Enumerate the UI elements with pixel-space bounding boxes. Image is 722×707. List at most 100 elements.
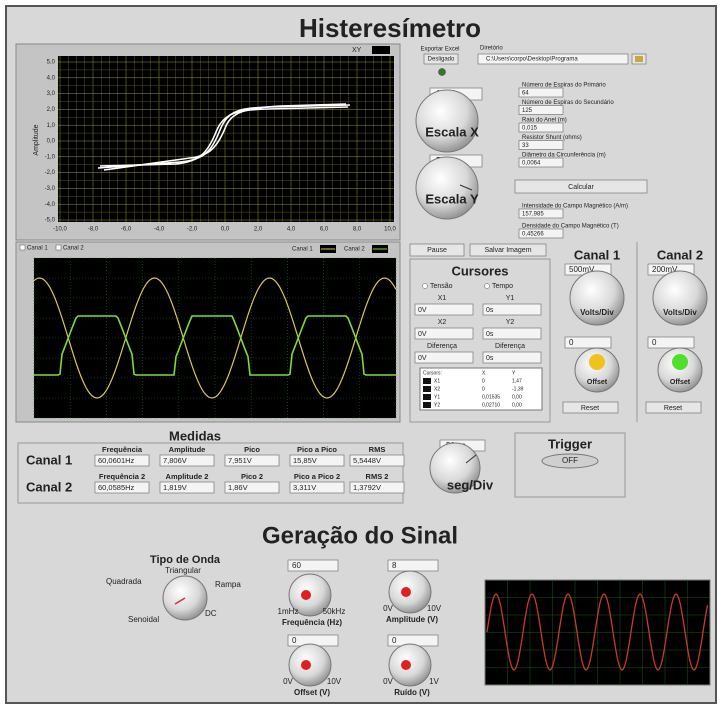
control-label: Offset (V)	[294, 688, 330, 697]
param-value: 125	[522, 108, 533, 114]
folder-icon	[635, 56, 643, 62]
cursor-table-cell: 0	[482, 386, 485, 392]
control-min: 0V	[283, 677, 293, 686]
cursor-field-label: Y1	[506, 295, 515, 302]
plot-checkbox[interactable]	[20, 245, 25, 250]
legend-label: Canal 1	[292, 247, 313, 253]
channel-title: Canal 1	[574, 247, 620, 262]
save-text: Salvar Imagem	[484, 247, 531, 254]
scale-x-label: Escala X	[425, 124, 479, 139]
y-tick-label: 1,0	[47, 123, 56, 129]
cursor-field-value: 0s	[486, 331, 494, 338]
volts-label: Volts/Div	[580, 308, 614, 317]
control-label: Ruído (V)	[394, 688, 430, 697]
x-tick-label: 6,0	[320, 227, 329, 233]
x-tick-label: -8,0	[88, 227, 99, 233]
y-tick-label: 0,0	[47, 139, 56, 145]
measure-value: 60,0585Hz	[98, 483, 135, 492]
control-indicator	[401, 587, 411, 597]
cursor-field-label: X1	[438, 295, 447, 302]
front-panel: Histeresímetro 5,04,03,02,01,00,0-1,0-2,…	[0, 0, 722, 707]
cursor-table-cell: 0,01535	[482, 394, 500, 400]
control-indicator	[301, 590, 311, 600]
reset-text: Reset	[581, 405, 599, 412]
volts-label: Volts/Div	[663, 308, 697, 317]
cursor-option: Tensão	[430, 283, 453, 290]
wave-type-label: Tipo de Onda	[150, 554, 221, 566]
cursor-swatch	[423, 394, 431, 400]
control-indicator	[301, 660, 311, 670]
cursor-table-cell: 1,47	[512, 378, 522, 384]
control-min: 0V	[383, 604, 393, 613]
measure-value: 15,85V	[293, 456, 317, 465]
measure-header: RMS	[369, 445, 386, 454]
wave-type-option: Senoidal	[128, 615, 159, 624]
page-title: Histeresímetro	[299, 13, 481, 43]
cursors-title: Cursores	[451, 263, 508, 278]
y-tick-label: -5,0	[45, 218, 56, 224]
offset-label: Offset	[670, 379, 691, 386]
control-min: 1mHz	[278, 607, 299, 616]
y-tick-label: -1,0	[45, 154, 56, 160]
cursor-table-cell: -1,39	[512, 386, 524, 392]
measure-channel: Canal 1	[26, 452, 72, 467]
measure-value: 1,86V	[228, 483, 248, 492]
x-tick-label: -10,0	[53, 227, 67, 233]
measure-value: 5,5448V	[353, 456, 381, 465]
scale-x-knob[interactable]	[416, 90, 478, 152]
control-label: Amplitude (V)	[386, 615, 438, 624]
measure-header: Pico	[244, 445, 260, 454]
plot-checkbox[interactable]	[56, 245, 61, 250]
xy-y-label: Amplitude	[33, 124, 40, 155]
cursor-field-label: Y2	[506, 319, 515, 326]
offset-value: 0	[569, 338, 574, 347]
generation-title: Geração do Sinal	[262, 522, 458, 549]
cursor-swatch	[423, 402, 431, 408]
xy-plot-area	[58, 56, 394, 222]
offset-indicator	[672, 354, 688, 370]
measure-value: 7,806V	[163, 456, 187, 465]
measure-value: 3,311V	[293, 483, 316, 492]
reset-text: Reset	[664, 405, 682, 412]
export-label: Exportar Excel	[420, 47, 459, 53]
param-value: 157,985	[522, 212, 544, 218]
cursor-swatch	[423, 386, 431, 392]
control-value: 60	[292, 561, 301, 570]
cursor-field-value: 0V	[418, 307, 427, 314]
cursor-radio[interactable]	[485, 284, 490, 289]
xy-legend: XY	[352, 47, 362, 54]
param-value: 0,0064	[522, 161, 541, 167]
cursor-field-label: X2	[438, 319, 447, 326]
pause-text: Pause	[427, 247, 447, 254]
x-tick-label: 0,0	[221, 227, 230, 233]
cursor-field-label: Diferença	[427, 343, 457, 350]
cursor-radio[interactable]	[423, 284, 428, 289]
offset-value: 0	[652, 338, 657, 347]
xy-legend-swatch	[372, 46, 390, 54]
directory-label: Diretório	[480, 46, 503, 52]
export-led	[439, 69, 446, 76]
measure-channel: Canal 2	[26, 479, 72, 494]
y-tick-label: 2,0	[47, 107, 56, 113]
cursor-table-cell: 0,02710	[482, 402, 500, 408]
control-value: 0	[392, 636, 397, 645]
calculate-text: Calcular	[568, 184, 594, 191]
measure-header: Pico a Pico 2	[294, 472, 340, 481]
cursor-table-cell: Y1	[434, 394, 440, 400]
wave-type-option: Rampa	[215, 580, 241, 589]
channel-title: Canal 2	[657, 247, 703, 262]
scale-y-knob[interactable]	[416, 157, 478, 219]
control-value: 8	[392, 561, 397, 570]
control-indicator	[401, 660, 411, 670]
trigger-text: OFF	[562, 456, 578, 465]
y-tick-label: 4,0	[47, 75, 56, 81]
measure-header: Frequência	[102, 445, 143, 454]
directory-path: C:\Users\corpo\Desktop\Programa	[486, 57, 578, 63]
control-max: 10V	[327, 677, 342, 686]
cursor-field-value: 0s	[486, 355, 494, 362]
timebase-label: seg/Div	[447, 477, 494, 492]
cursor-field-value: 0V	[418, 331, 427, 338]
plot-name: Canal 2	[63, 246, 84, 252]
measures-title: Medidas	[169, 428, 221, 443]
control-label: Frequência (Hz)	[282, 618, 342, 627]
